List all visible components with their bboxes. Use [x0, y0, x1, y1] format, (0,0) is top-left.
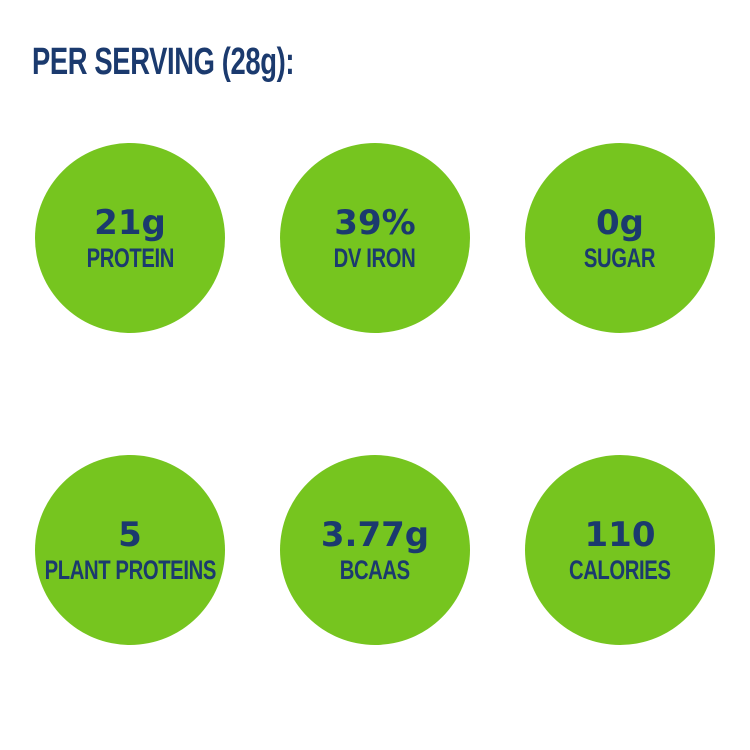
stat-label-sugar: SUGAR: [584, 243, 656, 273]
stat-value-bcaas: 3.77g: [320, 515, 430, 555]
stat-circle-bcaas: 3.77g BCAAS: [280, 455, 470, 645]
stat-label-bcaas: BCAAS: [339, 555, 411, 585]
stat-value-dv-iron: 39%: [334, 203, 416, 243]
stat-label-dv-iron: DV IRON: [334, 243, 416, 273]
stat-label-plant-proteins: PLANT PROTEINS: [44, 555, 216, 585]
stat-circle-dv-iron: 39% DV IRON: [280, 143, 470, 333]
stat-value-protein: 21g: [94, 203, 166, 243]
stat-label-calories: CALORIES: [569, 555, 671, 585]
stat-circle-plant-proteins: 5 PLANT PROTEINS: [35, 455, 225, 645]
stat-value-sugar: 0g: [596, 203, 644, 243]
stat-value-plant-proteins: 5: [118, 515, 142, 555]
stat-value-calories: 110: [584, 515, 656, 555]
stats-grid: 21g PROTEIN 39% DV IRON 0g SUGAR 5 PLANT…: [35, 143, 715, 645]
stat-circle-sugar: 0g SUGAR: [525, 143, 715, 333]
per-serving-title: PER SERVING (28g):: [32, 41, 295, 83]
stat-label-protein: PROTEIN: [86, 243, 174, 273]
stat-circle-protein: 21g PROTEIN: [35, 143, 225, 333]
stat-circle-calories: 110 CALORIES: [525, 455, 715, 645]
